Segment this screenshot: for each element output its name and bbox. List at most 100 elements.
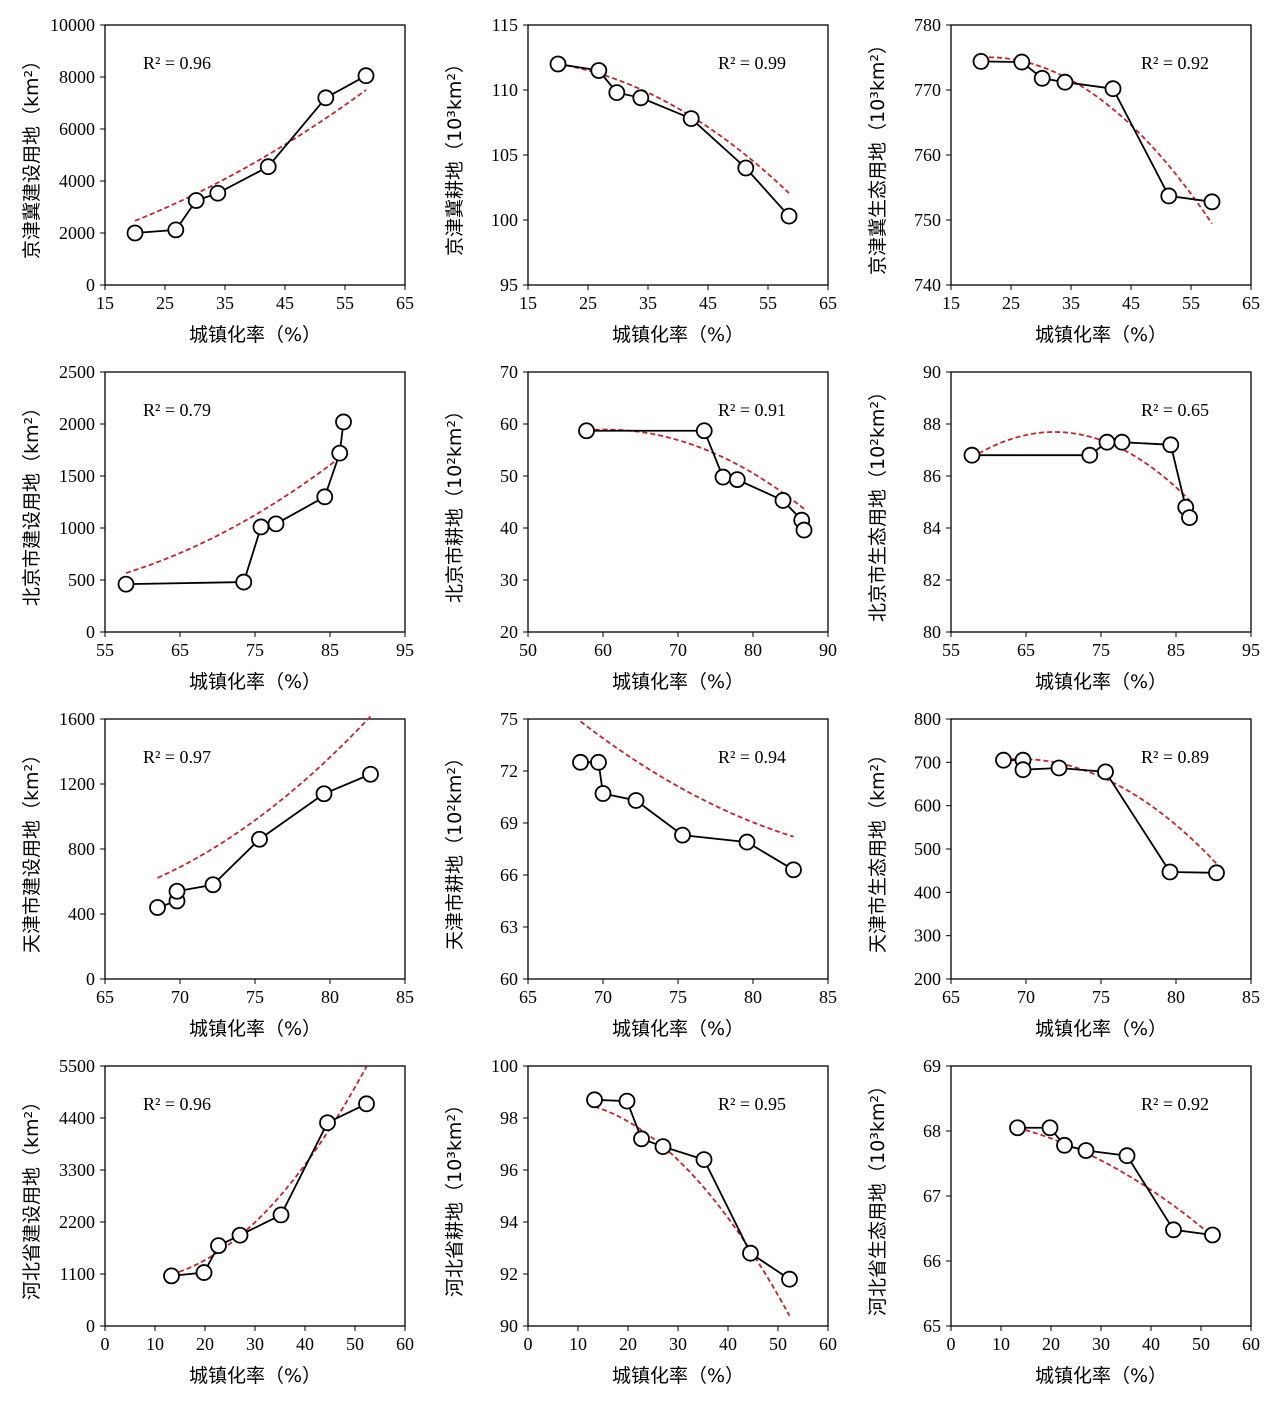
x-tick-label: 65 [96,987,114,1007]
x-tick-label: 70 [594,987,612,1007]
x-tick-label: 50 [346,1334,364,1354]
x-tick-label: 65 [819,293,837,313]
y-tick-label: 70 [500,362,518,382]
r-squared-annotation: R² = 0.79 [143,400,211,420]
x-tick-label: 50 [1192,1334,1210,1354]
data-point [695,1151,713,1168]
y-tick-label: 0 [86,969,95,989]
x-tick-label: 75 [1092,987,1110,1007]
x-axis-label: 城镇化率（%） [189,324,321,346]
y-tick-label: 30 [500,570,518,590]
x-tick-label: 0 [947,1334,956,1354]
data-point [738,833,756,851]
x-axis-label: 城镇化率（%） [612,671,744,693]
y-tick-label: 94 [500,1212,518,1232]
data-point [1041,1119,1059,1137]
y-axis-label: 北京市耕地（10²km²） [444,401,466,603]
scatter-chart: 15 25 35 45 55 65 740 750 760 770 780 城镇化率（%） 京津冀生态用… [867,15,1260,346]
y-tick-label: 92 [500,1264,518,1284]
x-tick-label: 55 [96,640,114,660]
data-point [251,830,268,848]
trend-line [594,1105,791,1317]
chart-panel-8: 65 70 75 80 85 60 63 66 69 72 75 城镇化率（%） 天津市耕地（10²km… [423,694,846,1041]
data-point [126,224,144,242]
data-point [1009,1119,1026,1137]
x-tick-label: 65 [519,987,537,1007]
x-tick-label: 10 [146,1334,164,1354]
data-point [737,159,755,177]
x-tick-label: 40 [1142,1334,1160,1354]
r-squared-annotation: R² = 0.65 [1141,400,1209,420]
data-point [315,785,333,803]
x-tick-label: 20 [1042,1334,1060,1354]
x-tick-label: 15 [96,293,114,313]
y-axis-label: 京津冀生态用地（10³km²） [867,35,889,275]
y-tick-label: 1100 [60,1264,95,1284]
x-tick-label: 20 [196,1334,214,1354]
x-axis-label: 城镇化率（%） [612,324,744,346]
x-tick-label: 75 [246,987,264,1007]
data-point [774,492,792,509]
x-tick-label: 0 [101,1334,110,1354]
y-tick-label: 300 [914,926,941,946]
data-point [1165,1221,1182,1239]
data-point [1014,761,1032,779]
x-tick-label: 60 [819,1334,837,1354]
data-point [267,515,285,533]
series-line [594,1098,790,1280]
x-tick-label: 45 [699,293,717,313]
data-point [590,62,608,79]
series-line [557,63,790,217]
y-tick-label: 100 [491,210,518,230]
data-point [335,413,352,431]
x-tick-label: 10 [569,1334,587,1354]
y-tick-label: 68 [923,1121,941,1141]
y-axis-label: 北京市建设用地（km²） [21,398,43,606]
x-tick-label: 85 [321,640,339,660]
y-tick-label: 98 [500,1108,518,1128]
x-tick-label: 80 [744,987,762,1007]
x-tick-label: 80 [744,640,762,660]
data-point [1204,1226,1221,1244]
data-point [272,1206,290,1224]
series-line [171,1103,367,1277]
x-tick-label: 45 [1122,293,1140,313]
data-point [1056,73,1074,91]
y-tick-label: 50 [500,466,518,486]
scatter-chart: 0 10 20 30 40 50 60 90 92 94 96 98 100 城镇化率（%） 河北省耕地（1… [444,1056,837,1387]
x-axis-label: 城镇化率（%） [612,1365,744,1387]
x-tick-label: 15 [942,293,960,313]
y-tick-label: 800 [68,839,95,859]
y-tick-label: 69 [500,813,518,833]
y-tick-label: 0 [86,275,95,295]
chart-panel-3: 15 25 35 45 55 65 740 750 760 770 780 城镇化率（%） 京津冀生态用… [846,0,1269,347]
scatter-chart: 65 70 75 80 85 60 63 66 69 72 75 城镇化率（%） 天津市耕地（10²km… [444,709,837,1040]
y-tick-label: 40 [500,518,518,538]
data-point [1097,763,1114,781]
chart-panel-6: 55 65 75 85 95 80 82 84 86 88 90 城镇化率（%） 北京市生态用地（10²… [846,347,1269,694]
data-point [317,89,335,107]
x-axis-label: 城镇化率（%） [1035,671,1167,693]
r-squared-annotation: R² = 0.95 [718,1094,786,1114]
data-point [163,1267,180,1285]
scatter-chart: 55 65 75 85 95 80 82 84 86 88 90 城镇化率（%） 北京市生态用地（10²… [867,362,1260,693]
y-tick-label: 750 [914,210,941,230]
data-point [195,1264,213,1281]
data-point [549,55,567,73]
y-tick-label: 66 [923,1251,941,1271]
y-tick-label: 115 [492,15,518,35]
data-point [608,84,626,101]
trend-line [134,89,367,222]
chart-panel-9: 65 70 75 80 85 200 300 400 500 600 700 800 城镇化率（%） 天津… [846,694,1269,1041]
data-point [1113,433,1131,451]
data-point [780,207,798,225]
trend-line [157,715,372,879]
y-tick-label: 600 [914,796,941,816]
y-tick-label: 86 [923,466,941,486]
y-tick-label: 82 [923,570,941,590]
data-point [1050,759,1068,777]
x-axis-label: 城镇化率（%） [1035,1365,1167,1387]
y-tick-label: 88 [923,414,941,434]
scatter-chart: 65 70 75 80 85 0 400 800 1200 1600 城镇化率（%） 天津市建设用地（… [21,709,414,1040]
